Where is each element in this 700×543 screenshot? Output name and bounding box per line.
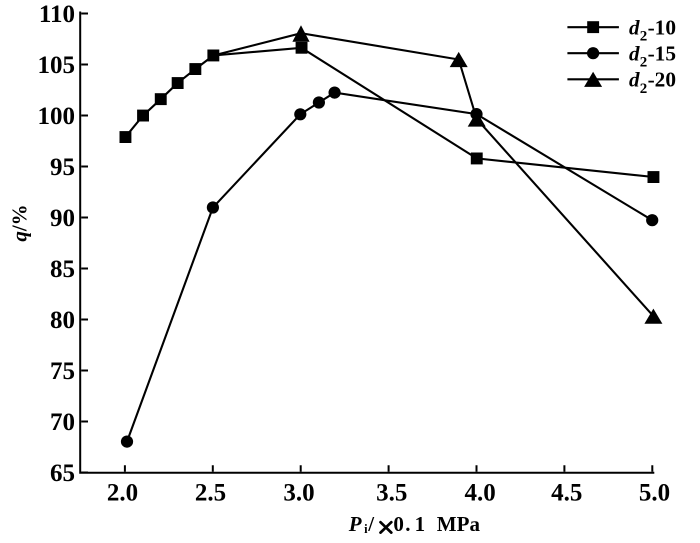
svg-text:-20: -20 <box>648 68 676 92</box>
svg-text:1: 1 <box>415 512 426 536</box>
svg-text:95: 95 <box>50 154 75 181</box>
svg-text:2.0: 2.0 <box>107 479 138 506</box>
svg-text:65: 65 <box>50 460 75 487</box>
svg-text:2: 2 <box>640 81 648 97</box>
svg-text:4.0: 4.0 <box>464 479 495 506</box>
svg-text:3.0: 3.0 <box>283 479 314 506</box>
svg-text:d: d <box>629 16 640 40</box>
svg-text:d: d <box>629 42 640 66</box>
svg-text:85: 85 <box>50 256 75 283</box>
svg-text:3.5: 3.5 <box>376 479 407 506</box>
svg-text:P: P <box>348 512 362 536</box>
svg-text:.: . <box>405 512 410 536</box>
svg-text:-10: -10 <box>648 16 676 40</box>
svg-text:q/%: q/% <box>7 204 31 241</box>
svg-text:4.5: 4.5 <box>551 479 582 506</box>
svg-text:75: 75 <box>50 358 75 385</box>
svg-text:90: 90 <box>50 205 75 232</box>
svg-text:5.0: 5.0 <box>639 479 670 506</box>
svg-text:d: d <box>629 68 640 92</box>
svg-text:0: 0 <box>393 512 404 536</box>
svg-text:2: 2 <box>640 55 648 71</box>
svg-text:70: 70 <box>50 409 75 436</box>
svg-text:100: 100 <box>38 103 76 130</box>
svg-text:/: / <box>367 512 375 536</box>
svg-text:-15: -15 <box>648 42 676 66</box>
svg-text:80: 80 <box>50 307 75 334</box>
svg-text:110: 110 <box>39 1 75 28</box>
svg-text:2.5: 2.5 <box>195 479 226 506</box>
svg-text:MPa: MPa <box>437 512 481 536</box>
svg-text:105: 105 <box>38 52 76 79</box>
svg-text:i: i <box>364 522 368 536</box>
svg-text:2: 2 <box>640 29 648 45</box>
